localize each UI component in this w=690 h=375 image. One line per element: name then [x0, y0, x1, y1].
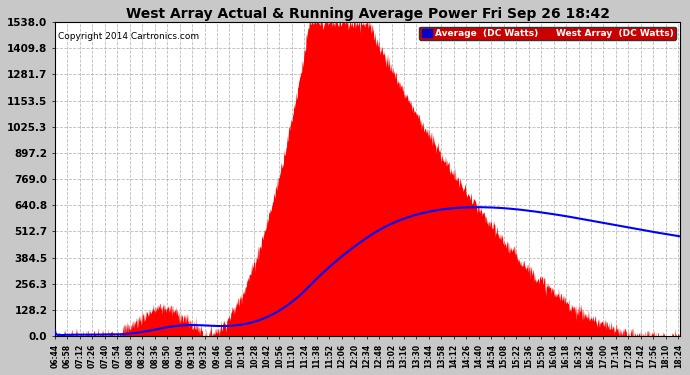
- Title: West Array Actual & Running Average Power Fri Sep 26 18:42: West Array Actual & Running Average Powe…: [126, 7, 609, 21]
- Text: Copyright 2014 Cartronics.com: Copyright 2014 Cartronics.com: [58, 32, 199, 40]
- Legend: Average  (DC Watts), West Array  (DC Watts): Average (DC Watts), West Array (DC Watts…: [420, 27, 676, 40]
